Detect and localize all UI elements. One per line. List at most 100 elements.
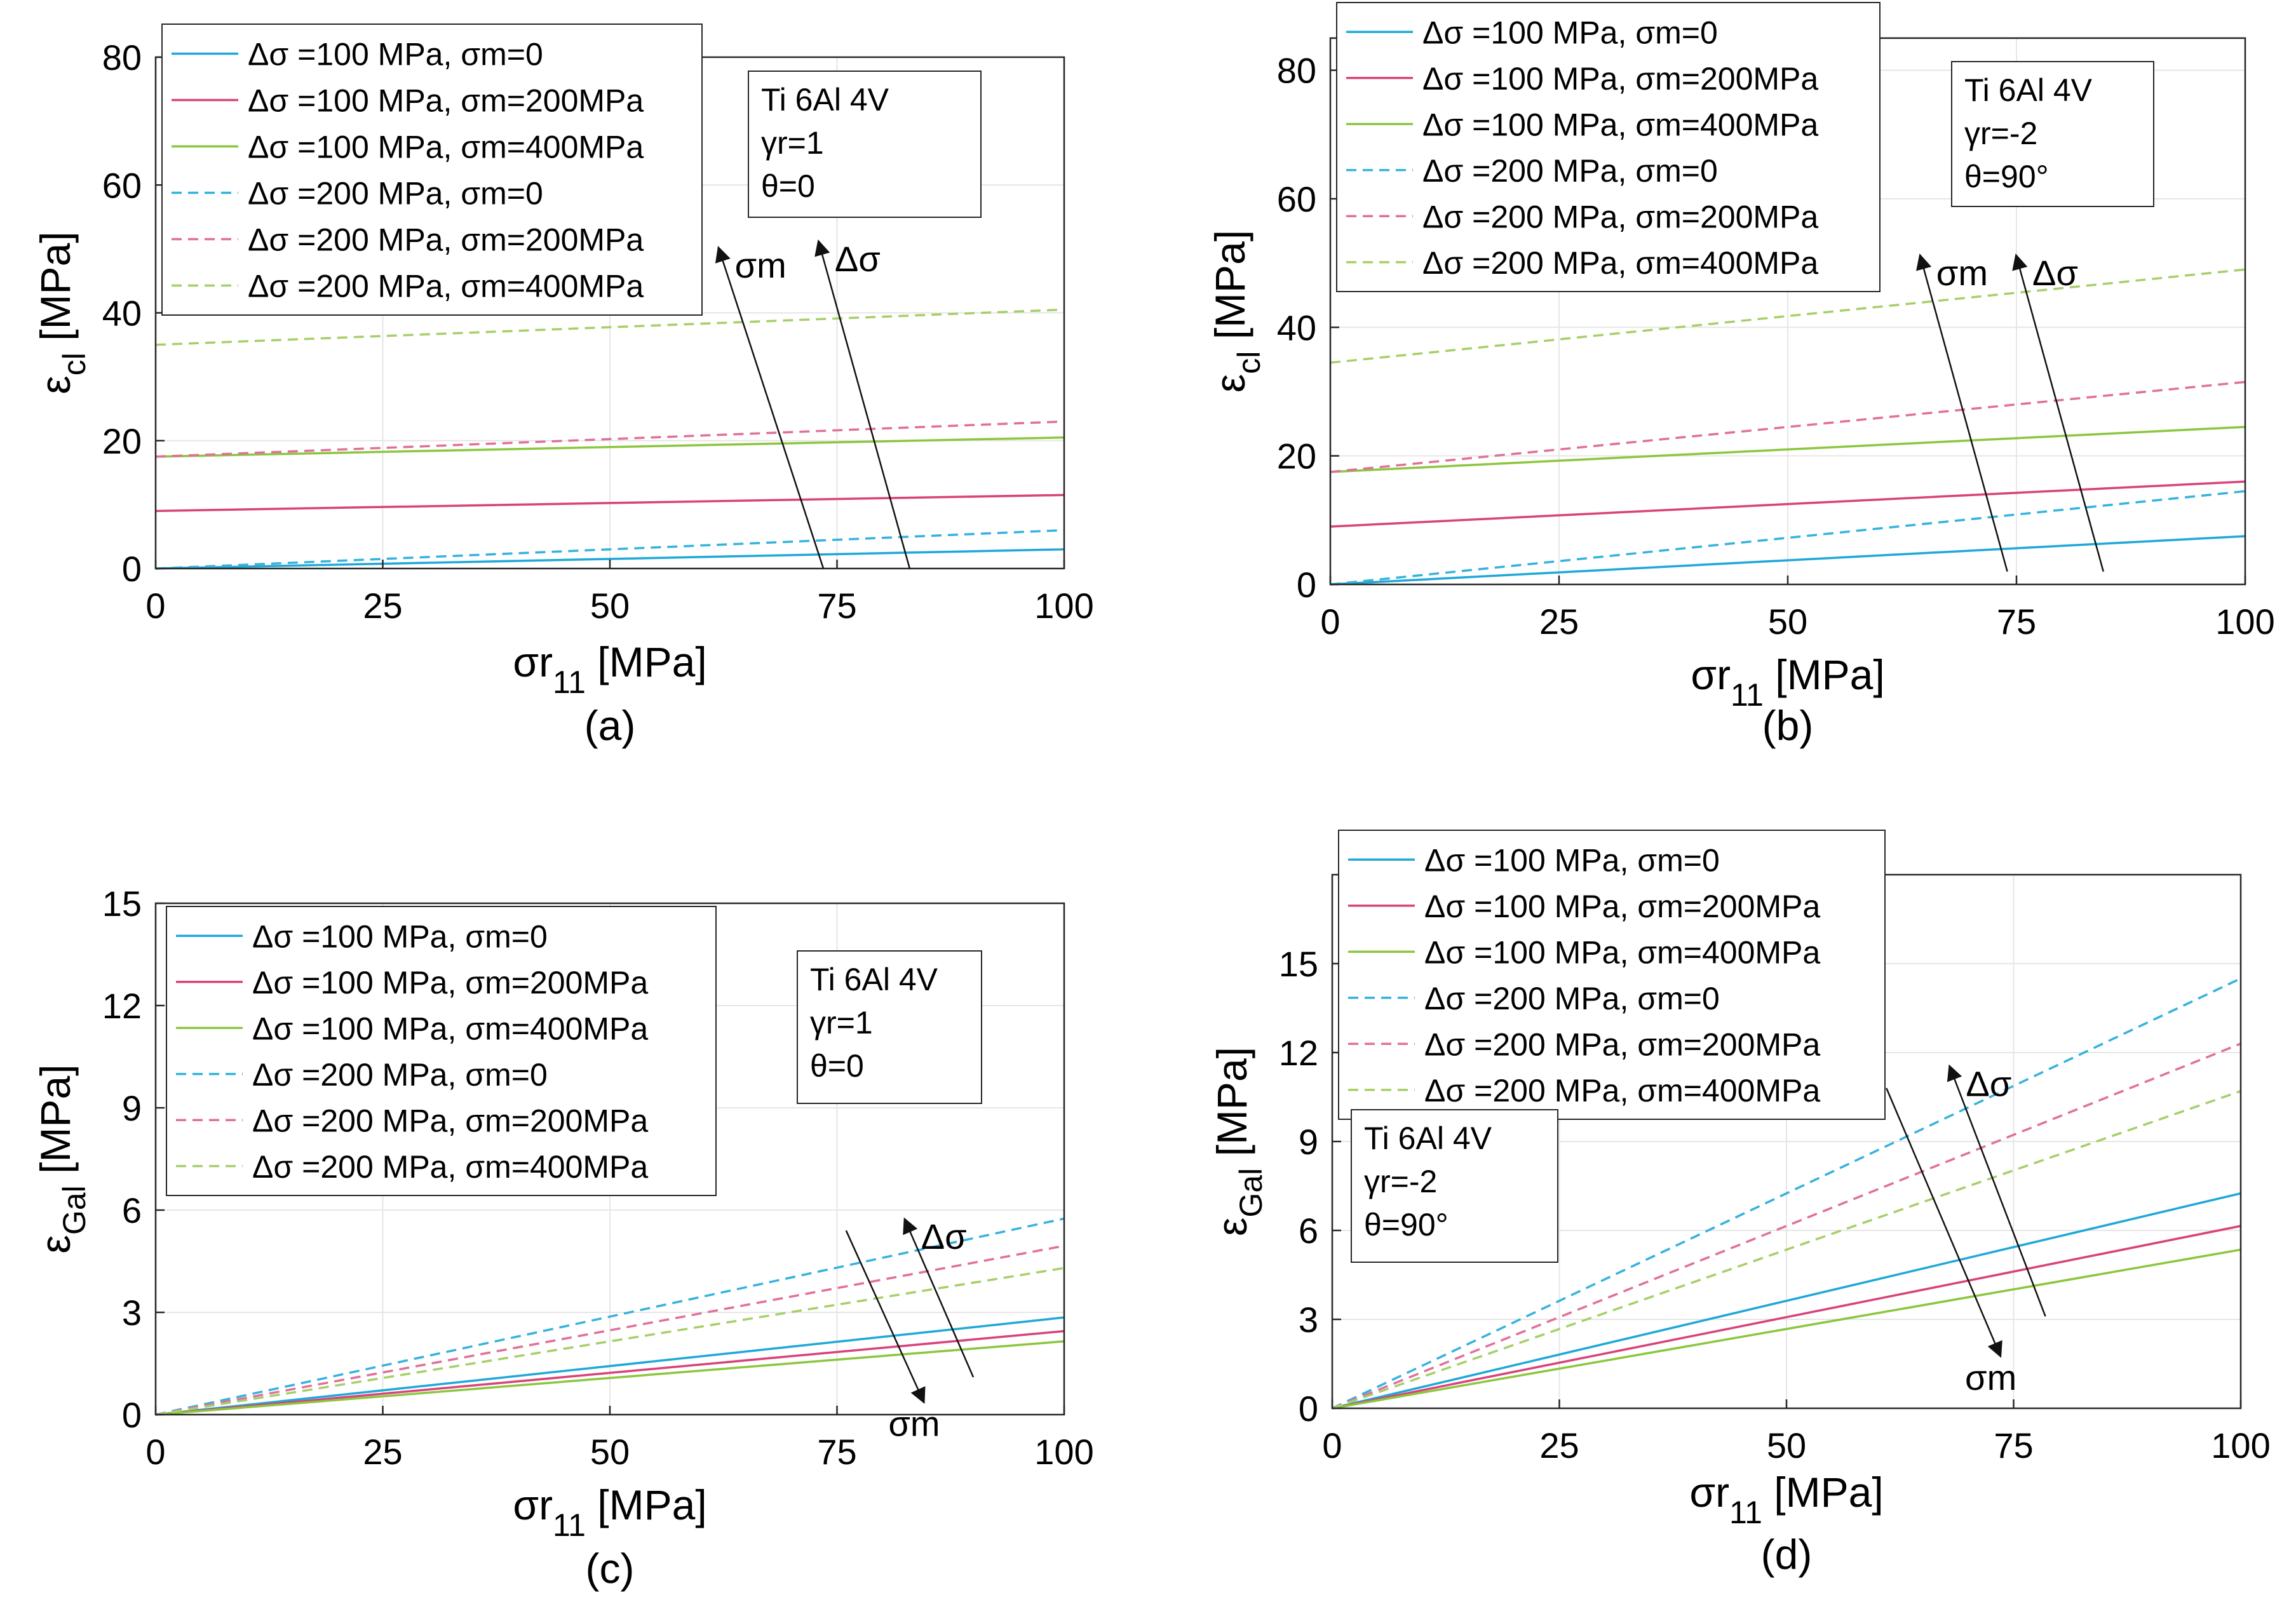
annotation-arrow bbox=[1886, 1087, 2002, 1358]
chart-a-svg: 0 25 50 75 100 0 20 40 60 80 σr11 [MPa] εcl [MPa] (a… bbox=[32, 24, 1094, 749]
x-tick-label: 0 bbox=[145, 1432, 165, 1472]
info-box: Ti 6Al 4V γr=1 θ=0 bbox=[748, 71, 982, 218]
y-tick-label: 0 bbox=[122, 1395, 142, 1435]
y-axis-label: εcl [MPa] bbox=[1206, 230, 1267, 393]
info-line-3: θ=90° bbox=[1964, 159, 2049, 194]
series-line-2 bbox=[155, 494, 1065, 513]
info-line-1: Ti 6Al 4V bbox=[1364, 1121, 1492, 1156]
x-tick-label: 25 bbox=[1539, 1425, 1579, 1465]
annotation-label: σm bbox=[1936, 253, 1988, 293]
annotation-label: Δσ bbox=[921, 1216, 967, 1256]
y-tick-label: 6 bbox=[122, 1190, 142, 1230]
series-line-4 bbox=[1332, 977, 2241, 1410]
legend-entry-2: Δσ =100 MPa, σm=200MPa bbox=[248, 83, 644, 119]
y-tick-label: 15 bbox=[1279, 944, 1318, 984]
series-line-2 bbox=[155, 1330, 1065, 1416]
series-line-3 bbox=[1330, 426, 2246, 473]
legend-entry-1: Δσ =100 MPa, σm=0 bbox=[1424, 842, 1720, 878]
info-box-frame bbox=[1351, 1109, 1558, 1263]
legend-box bbox=[166, 906, 717, 1196]
annotation-arrow bbox=[1916, 253, 2008, 572]
y-tick-label: 3 bbox=[1299, 1300, 1318, 1340]
y-tick-label: 9 bbox=[122, 1088, 142, 1128]
y-axis-label: εGal [MPa] bbox=[1208, 1047, 1269, 1236]
y-tick-label: 15 bbox=[102, 884, 142, 924]
info-line-3: θ=90° bbox=[1364, 1207, 1449, 1242]
annotation-arrow bbox=[903, 1217, 975, 1378]
legend: Δσ =100 MPa, σm=0 Δσ =100 MPa, σm=200MPa Δ… bbox=[161, 24, 703, 316]
annotation-arrow bbox=[2012, 253, 2105, 572]
legend-entry-3: Δσ =100 MPa, σm=400MPa bbox=[1422, 107, 1818, 142]
legend-entry-3: Δσ =100 MPa, σm=400MPa bbox=[252, 1011, 648, 1046]
panel-label: (c) bbox=[586, 1545, 635, 1592]
info-box-frame bbox=[748, 71, 982, 218]
y-tick-label: 9 bbox=[1299, 1122, 1318, 1162]
info-line-2: γr=1 bbox=[761, 125, 824, 161]
info-line-2: γr=-2 bbox=[1364, 1164, 1437, 1199]
y-tick-label: 12 bbox=[102, 986, 142, 1026]
series-line-6 bbox=[1330, 268, 2246, 364]
series-line-6 bbox=[155, 1267, 1065, 1416]
legend-entry-6: Δσ =200 MPa, σm=400MPa bbox=[248, 269, 644, 304]
x-tick-label: 100 bbox=[1034, 1432, 1093, 1472]
y-axis-label: εcl [MPa] bbox=[32, 231, 92, 394]
series-line-1 bbox=[155, 548, 1065, 570]
legend-box bbox=[161, 24, 703, 316]
series-line-3 bbox=[1332, 1248, 2241, 1410]
y-tick-label: 80 bbox=[102, 37, 142, 77]
x-axis-label: σr11 [MPa] bbox=[1689, 1469, 1883, 1530]
annotation-label: Δσ bbox=[835, 239, 881, 279]
info-box-frame bbox=[797, 950, 982, 1104]
y-tick-label: 0 bbox=[1299, 1389, 1318, 1429]
series-line-1 bbox=[1330, 535, 2246, 586]
series-line-6 bbox=[1332, 1090, 2241, 1410]
y-tick-label: 60 bbox=[1277, 179, 1316, 219]
info-line-3: θ=0 bbox=[761, 168, 815, 204]
legend-entry-1: Δσ =100 MPa, σm=0 bbox=[252, 919, 548, 954]
panel-label: (a) bbox=[584, 702, 636, 749]
legend-entry-4: Δσ =200 MPa, σm=0 bbox=[1422, 153, 1718, 189]
annotation-arrow bbox=[845, 1230, 926, 1404]
panel-label: (d) bbox=[1761, 1531, 1813, 1578]
x-tick-label: 100 bbox=[2211, 1425, 2270, 1465]
chart-d-svg: 0 25 50 75 100 0 3 6 9 12 15 σr11 [MPa] εGal [MPa] (d… bbox=[1208, 830, 2271, 1578]
y-tick-label: 6 bbox=[1299, 1211, 1318, 1251]
x-tick-label: 75 bbox=[1997, 602, 2036, 642]
legend-box bbox=[1338, 830, 1886, 1120]
legend: Δσ =100 MPa, σm=0 Δσ =100 MPa, σm=200MPa Δ… bbox=[1338, 830, 1886, 1120]
chart-panel-c: 0 25 50 75 100 0 3 6 9 12 15 σr11 [MPa] εGal [MPa] (c… bbox=[0, 808, 1148, 1616]
y-axis-label: εGal [MPa] bbox=[32, 1065, 92, 1254]
y-tick-label: 3 bbox=[122, 1293, 142, 1333]
chart-panel-a: 0 25 50 75 100 0 20 40 60 80 σr11 [MPa] εcl [MPa] (a… bbox=[0, 0, 1148, 781]
annotation-label: σm bbox=[735, 245, 787, 285]
x-axis-label: σr11 [MPa] bbox=[1691, 651, 1884, 713]
y-tick-label: 20 bbox=[102, 421, 142, 461]
legend-entry-5: Δσ =200 MPa, σm=200MPa bbox=[252, 1103, 648, 1138]
info-line-1: Ti 6Al 4V bbox=[810, 962, 938, 997]
legend-entry-1: Δσ =100 MPa, σm=0 bbox=[248, 37, 543, 72]
x-tick-label: 75 bbox=[1994, 1425, 2033, 1465]
x-tick-label: 100 bbox=[1034, 586, 1093, 626]
chart-b-svg: 0 25 50 75 100 0 20 40 60 80 σr11 [MPa] εcl [MPa] (b… bbox=[1206, 2, 2275, 749]
info-line-1: Ti 6Al 4V bbox=[1964, 72, 2093, 108]
legend-entry-4: Δσ =200 MPa, σm=0 bbox=[248, 176, 543, 212]
legend: Δσ =100 MPa, σm=0 Δσ =100 MPa, σm=200MPa Δ… bbox=[1336, 2, 1881, 292]
x-tick-label: 75 bbox=[817, 1432, 856, 1472]
series-line-5 bbox=[1330, 380, 2246, 473]
legend-entry-1: Δσ =100 MPa, σm=0 bbox=[1422, 15, 1718, 50]
info-box: Ti 6Al 4V γr=-2 θ=90° bbox=[1951, 61, 2154, 207]
chart-panel-d: 0 25 50 75 100 0 3 6 9 12 15 σr11 [MPa] εGal [MPa] (d… bbox=[1148, 808, 2296, 1616]
legend-entry-5: Δσ =200 MPa, σm=200MPa bbox=[248, 222, 644, 258]
x-tick-label: 0 bbox=[1320, 602, 1340, 642]
series-line-2 bbox=[1332, 1225, 2241, 1410]
y-tick-label: 80 bbox=[1277, 51, 1316, 91]
info-line-3: θ=0 bbox=[810, 1048, 864, 1084]
chart-c-svg: 0 25 50 75 100 0 3 6 9 12 15 σr11 [MPa] εGal [MPa] (c… bbox=[32, 884, 1094, 1592]
legend-entry-5: Δσ =200 MPa, σm=200MPa bbox=[1422, 199, 1818, 234]
series-line-3 bbox=[155, 436, 1065, 458]
x-tick-label: 50 bbox=[590, 586, 630, 626]
legend-entry-2: Δσ =100 MPa, σm=200MPa bbox=[1424, 889, 1820, 924]
legend-entry-6: Δσ =200 MPa, σm=400MPa bbox=[1422, 245, 1818, 281]
series-line-3 bbox=[155, 1340, 1065, 1416]
info-box: Ti 6Al 4V γr=1 θ=0 bbox=[797, 950, 982, 1104]
